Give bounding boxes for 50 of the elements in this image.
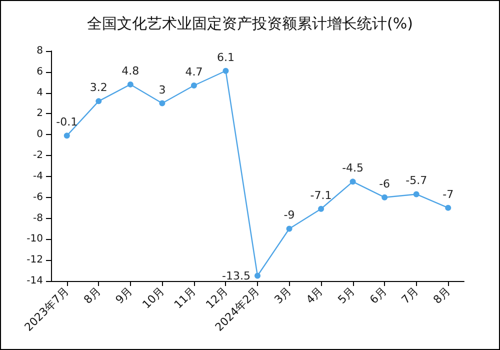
- data-label: -5.7: [406, 174, 428, 188]
- point: [286, 226, 292, 232]
- data-label: -4.5: [342, 162, 364, 175]
- data-label: -0.1: [56, 116, 78, 129]
- y-tick-label: 8: [36, 46, 43, 56]
- data-label: 4.7: [185, 66, 203, 78]
- y-tick-label: -14: [26, 276, 43, 286]
- y-tick-label: 0: [36, 129, 43, 140]
- point: [159, 100, 166, 106]
- point: [350, 178, 356, 185]
- y-tick-label: 4: [36, 87, 43, 98]
- x-tick-label: 11月: [172, 284, 199, 312]
- y-tick-label: -10: [26, 234, 43, 245]
- y-tick-label: -6: [33, 192, 43, 203]
- point: [190, 82, 197, 88]
- point: [318, 206, 324, 212]
- data-label: -6: [379, 177, 390, 190]
- data-label: 6.1: [216, 50, 234, 64]
- y-tick-label: -8: [33, 212, 43, 224]
- point: [413, 191, 420, 198]
- point: [96, 98, 102, 104]
- y-tick-label: 6: [36, 66, 43, 78]
- point: [445, 204, 452, 211]
- y-tick-label: -2: [33, 150, 43, 162]
- x-tick-label: 3月: [272, 284, 294, 306]
- data-label: 4.8: [122, 64, 140, 78]
- x-tick-label: 8月: [430, 284, 453, 306]
- data-label: -7.1: [310, 188, 332, 202]
- data-label: -13.5: [222, 269, 250, 282]
- point: [222, 68, 229, 74]
- y-tick-label: -12: [26, 254, 43, 266]
- data-label: -7: [442, 188, 454, 201]
- point: [127, 81, 134, 88]
- x-tick-label: 8月: [81, 284, 104, 306]
- data-label: 3: [158, 83, 166, 96]
- x-tick-label: 7月: [399, 284, 421, 306]
- point: [64, 132, 70, 139]
- x-tick-label: 10月: [140, 284, 167, 312]
- chart-title: 全国文化艺术业固定资产投资额累计增长统计(%): [87, 14, 413, 32]
- x-tick-label: 4月: [304, 284, 326, 306]
- y-tick-label: -4: [33, 170, 43, 182]
- y-tick-label: 2: [36, 108, 43, 120]
- x-tick-label: 6月: [367, 284, 390, 306]
- point: [254, 272, 260, 279]
- x-tick-label: 5月: [335, 284, 358, 306]
- x-tick-label: 9月: [113, 284, 136, 306]
- data-label: -9: [284, 208, 295, 222]
- data-label: 3.2: [90, 81, 108, 94]
- point: [382, 194, 388, 200]
- x-tick-label: 12月: [203, 284, 230, 312]
